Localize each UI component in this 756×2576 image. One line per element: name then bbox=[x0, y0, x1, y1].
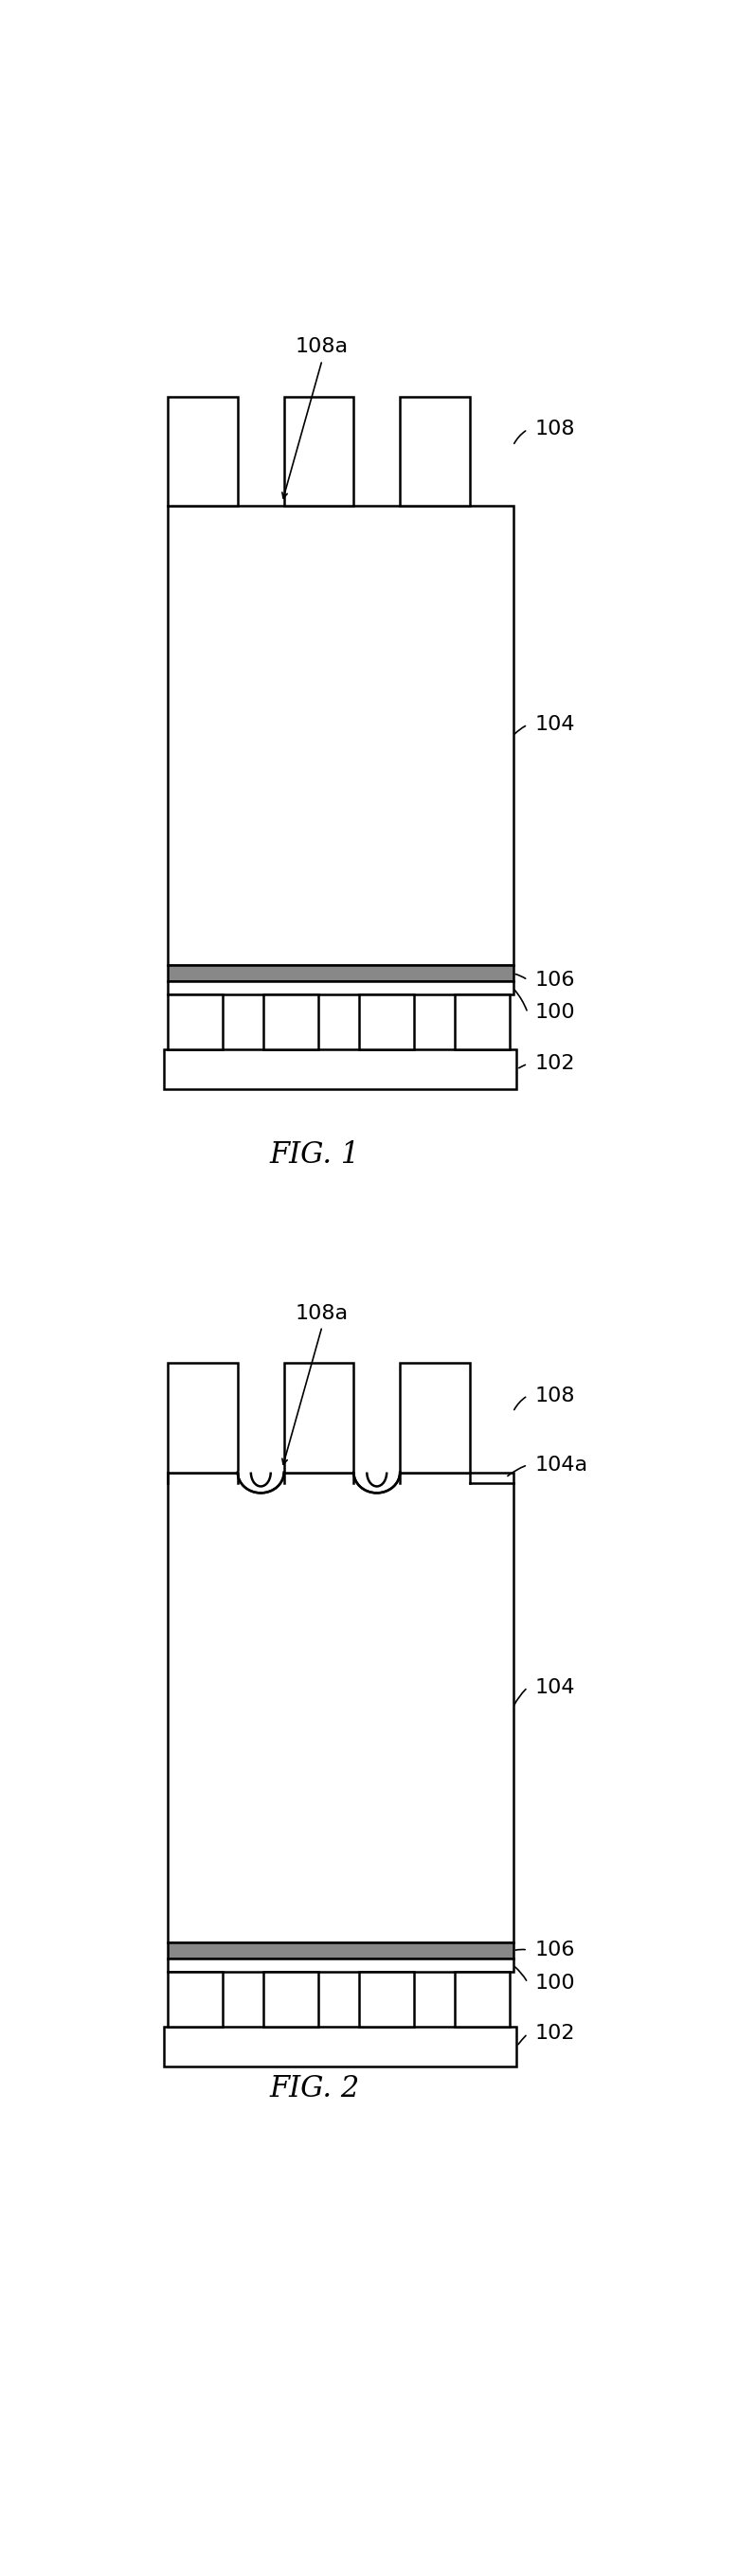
Bar bbox=[168, 994, 223, 1048]
Bar bbox=[263, 1971, 318, 2027]
Bar bbox=[263, 994, 318, 1048]
Bar bbox=[359, 1971, 414, 2027]
Text: 104: 104 bbox=[535, 716, 575, 734]
Bar bbox=[400, 397, 469, 505]
Text: 108a: 108a bbox=[296, 337, 349, 355]
Text: 104a: 104a bbox=[535, 1455, 588, 1473]
Bar bbox=[400, 1363, 469, 1473]
Bar bbox=[168, 1363, 237, 1473]
Polygon shape bbox=[354, 1473, 400, 1494]
Text: 106: 106 bbox=[535, 1940, 575, 1960]
Text: 100: 100 bbox=[535, 1973, 575, 1991]
Text: FIG. 2: FIG. 2 bbox=[270, 2074, 360, 2102]
Bar bbox=[168, 981, 513, 994]
Bar bbox=[164, 1048, 516, 1090]
Text: 102: 102 bbox=[535, 1054, 575, 1074]
Text: 100: 100 bbox=[535, 1005, 575, 1023]
Bar bbox=[168, 1942, 513, 1958]
Bar bbox=[164, 2027, 516, 2066]
Bar bbox=[284, 397, 354, 505]
Text: 108: 108 bbox=[535, 420, 575, 438]
Text: 108: 108 bbox=[535, 1386, 575, 1404]
Text: 108a: 108a bbox=[296, 1303, 349, 1321]
Bar bbox=[168, 966, 513, 981]
Bar bbox=[284, 1363, 354, 1473]
Bar bbox=[168, 505, 513, 966]
Polygon shape bbox=[237, 1473, 284, 1494]
Bar bbox=[359, 994, 414, 1048]
Bar bbox=[168, 1971, 223, 2027]
Bar bbox=[454, 994, 510, 1048]
Bar bbox=[168, 1473, 513, 1942]
Bar bbox=[168, 1958, 513, 1971]
Text: 102: 102 bbox=[535, 2025, 575, 2043]
Bar bbox=[168, 397, 237, 505]
Text: 106: 106 bbox=[535, 971, 575, 989]
Text: FIG. 1: FIG. 1 bbox=[270, 1141, 360, 1170]
Text: 104: 104 bbox=[535, 1677, 575, 1698]
Bar bbox=[454, 1971, 510, 2027]
